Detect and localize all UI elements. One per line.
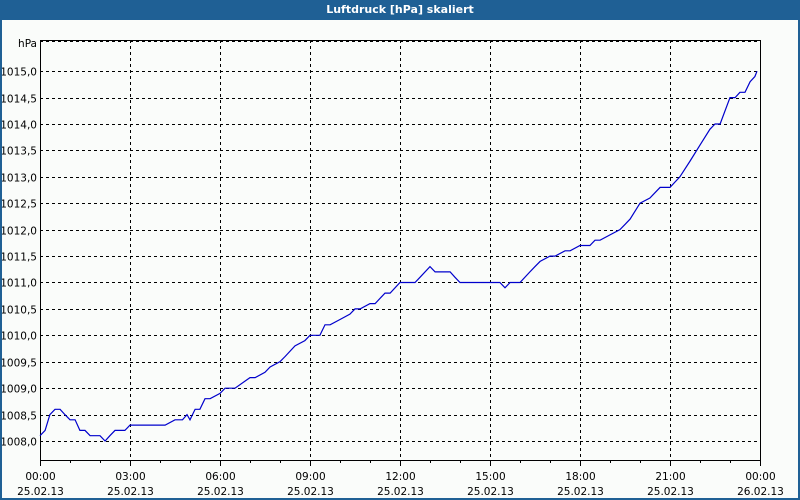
y-tick-label: 1014,0: [2, 120, 37, 132]
chart-title: Luftdruck [hPa] skaliert: [0, 0, 800, 20]
x-tick-date: 25.02.13: [377, 486, 424, 498]
y-tick-label: 1008,5: [2, 411, 37, 423]
x-tick-time: 00:00: [25, 471, 55, 483]
y-tick-label: 1013,5: [2, 146, 37, 158]
x-tick-time: 18:00: [565, 471, 595, 483]
chart-canvas: 1008,0 1008,5 1009,0 1009,5 1010,0 1010,5 1011…: [2, 20, 798, 498]
plot-frame: [40, 40, 761, 461]
y-axis-unit: hPa: [18, 38, 37, 50]
x-tick-time: 15:00: [475, 471, 505, 483]
pressure-line: [39, 70, 758, 442]
line-chart: 1008,0 1008,5 1009,0 1009,5 1010,0 1010,5 1011…: [2, 38, 784, 498]
y-tick-label: 1010,0: [2, 331, 37, 343]
x-tick-date: 25.02.13: [197, 486, 244, 498]
x-tick-date: 25.02.13: [467, 486, 514, 498]
y-tick-label: 1015,0: [2, 67, 37, 79]
x-tick-date: 25.02.13: [107, 486, 154, 498]
y-tick-label: 1013,0: [2, 173, 37, 185]
y-tick-label: 1009,0: [2, 384, 37, 396]
y-tick-label: 1011,0: [2, 278, 37, 290]
y-tick-label: 1010,5: [2, 305, 37, 317]
y-tick-label: 1011,5: [2, 252, 37, 264]
x-tick-time: 03:00: [115, 471, 145, 483]
x-tick-time: 00:00: [745, 471, 775, 483]
x-tick-time: 21:00: [655, 471, 685, 483]
x-tick-time: 12:00: [385, 471, 415, 483]
y-tick-label: 1008,0: [2, 437, 37, 449]
x-tick-date: 25.02.13: [557, 486, 604, 498]
y-tick-label: 1012,0: [2, 226, 37, 238]
y-tick-label: 1009,5: [2, 358, 37, 370]
y-tick-label: 1014,5: [2, 94, 37, 106]
x-tick-date: 26.02.13: [737, 486, 784, 498]
x-tick-date: 25.02.13: [647, 486, 694, 498]
y-tick-label: 1012,5: [2, 199, 37, 211]
x-tick-time: 06:00: [205, 471, 235, 483]
x-tick-date: 25.02.13: [287, 486, 334, 498]
x-tick-time: 09:00: [295, 471, 325, 483]
x-tick-date: 25.02.13: [17, 486, 64, 498]
